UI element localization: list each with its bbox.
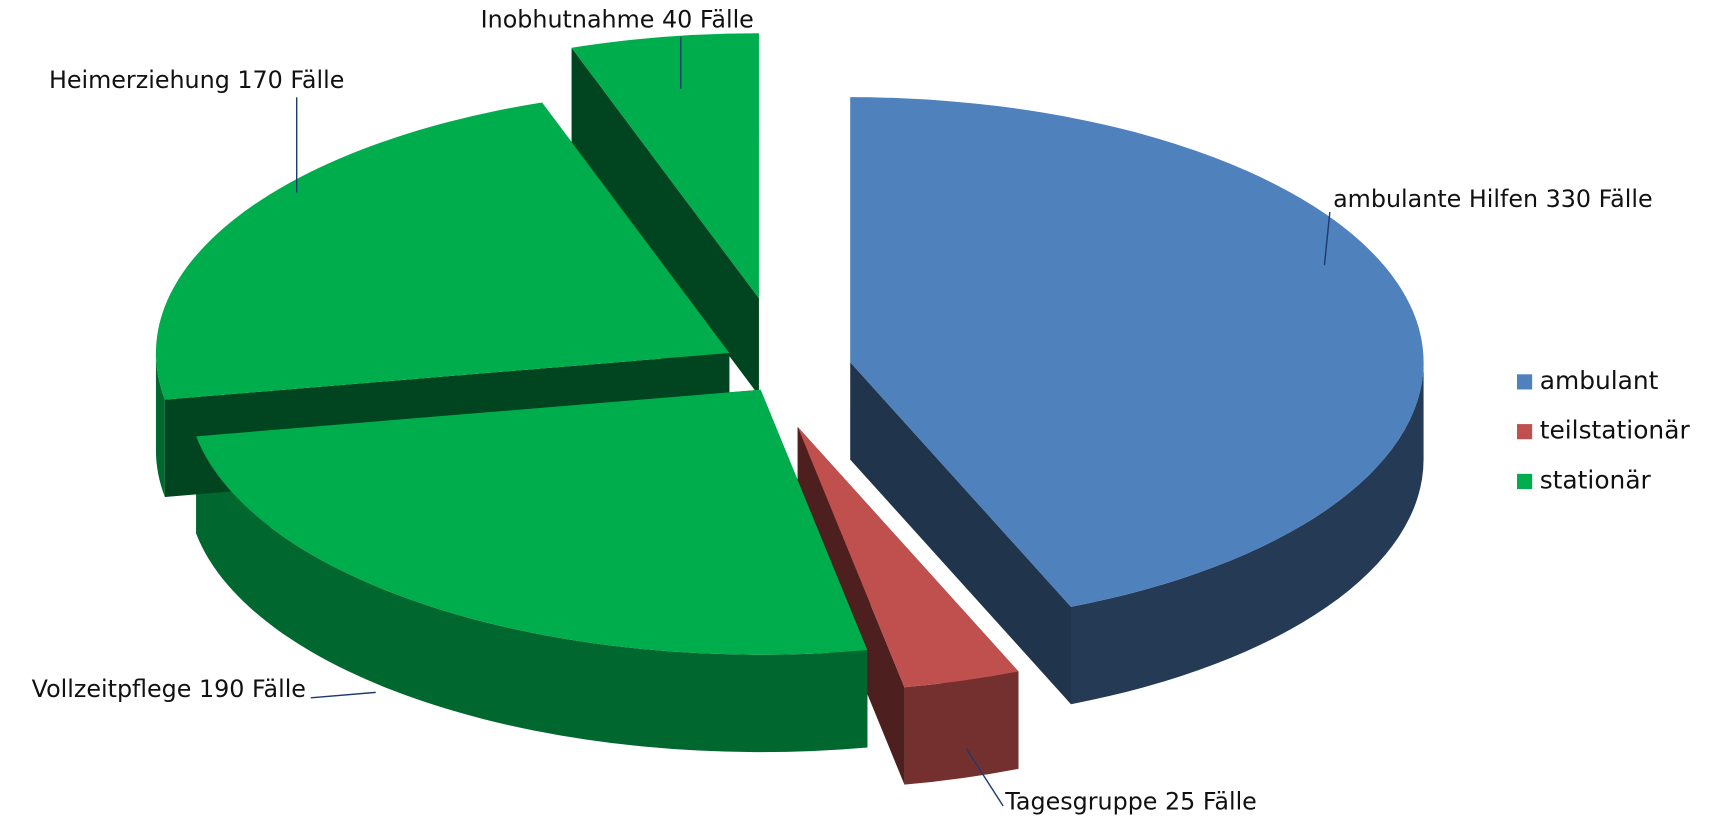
legend-swatch xyxy=(1517,374,1533,390)
leader-line xyxy=(310,691,376,699)
slice-radial-side xyxy=(571,47,759,396)
legend-swatch xyxy=(1517,473,1533,489)
value-label: 170 Fälle xyxy=(237,66,344,94)
slice-outer-side xyxy=(155,352,165,497)
slice-outer-side xyxy=(904,671,1019,785)
category-label: Tagesgruppe xyxy=(1004,787,1157,815)
leader-line xyxy=(965,748,1004,807)
legend-label: stationär xyxy=(1540,465,1652,494)
value-label: 40 Fälle xyxy=(662,5,754,33)
category-label: Inobhutnahme xyxy=(481,5,655,33)
slice-top xyxy=(155,102,730,400)
data-label: ambulante Hilfen 330 Fälle xyxy=(1333,185,1652,213)
legend-swatch xyxy=(1517,424,1533,440)
slice-outer-side xyxy=(196,436,868,753)
category-label: Vollzeitpflege xyxy=(32,675,192,703)
value-label: 330 Fälle xyxy=(1546,185,1653,213)
data-label: Vollzeitpflege 190 Fälle xyxy=(32,675,306,703)
slice-top xyxy=(850,97,1424,607)
category-label: ambulante Hilfen xyxy=(1333,185,1538,213)
slice-outer-side xyxy=(1071,362,1424,705)
value-label: 25 Fälle xyxy=(1165,787,1257,815)
data-label: Heimerziehung 170 Fälle xyxy=(49,66,344,94)
value-label: 190 Fälle xyxy=(199,675,306,703)
slice-top xyxy=(571,33,759,299)
slice-radial-side xyxy=(850,362,1072,705)
legend-label: teilstationär xyxy=(1540,416,1691,445)
legend-label: ambulant xyxy=(1540,366,1659,395)
slice-radial-side xyxy=(797,426,905,785)
category-label: Heimerziehung xyxy=(49,66,230,94)
data-label: Inobhutnahme 40 Fälle xyxy=(481,5,754,33)
slice-top xyxy=(196,389,868,655)
slice-top xyxy=(797,426,1019,688)
leader-line xyxy=(1323,211,1331,266)
tops xyxy=(155,33,1424,688)
data-label: Tagesgruppe 25 Fälle xyxy=(1004,787,1257,815)
